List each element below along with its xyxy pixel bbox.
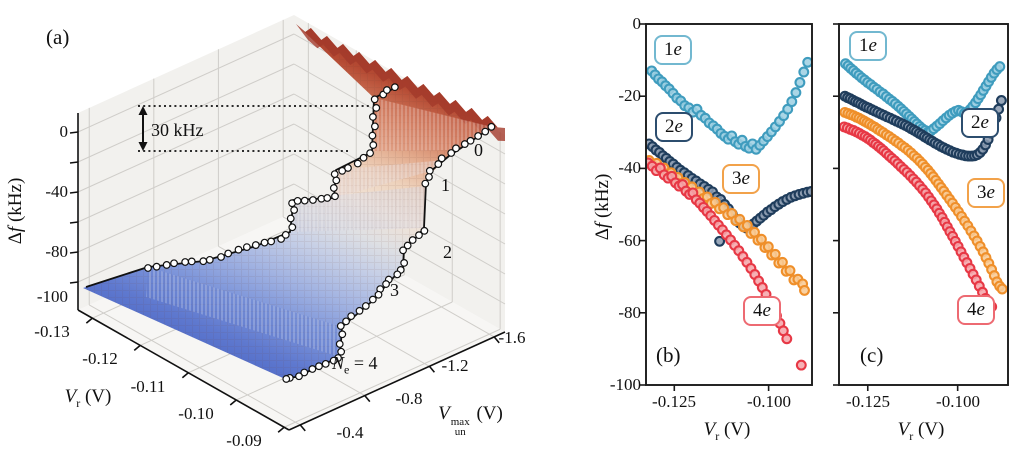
series-label-4e-panel-c: 4e <box>957 295 995 325</box>
series-3e <box>839 106 1008 295</box>
tick-label: -0.125 <box>652 392 696 411</box>
panel-a-3d-plot <box>69 15 506 433</box>
panel-c-x-axis-label: Vr (V) <box>897 419 945 443</box>
series-4e <box>839 121 998 313</box>
tick-label: -0.10 <box>178 404 214 423</box>
tick-label: -40 <box>45 182 68 201</box>
series-label-2e-panel-b: 2e <box>655 112 693 142</box>
panel-b-x-axis-label: Vr (V) <box>703 419 751 443</box>
tick-label: -100 <box>609 375 641 394</box>
tick-label: -0.8 <box>395 389 423 408</box>
step-height-annotation: 30 kHz <box>151 120 204 140</box>
electron-number-label: 2 <box>443 242 452 262</box>
panel-a-x-axis-label: Vr (V) <box>64 386 112 410</box>
tick-label: -80 <box>618 303 641 322</box>
panel-a-z-axis-label: Δf (kHz) <box>5 177 26 245</box>
tick-label: -0.100 <box>747 392 791 411</box>
tick-label: -1.6 <box>498 328 526 347</box>
series-label-1e-panel-b: 1e <box>654 35 692 65</box>
tick-label: -0.4 <box>336 423 364 442</box>
tick-label: -40 <box>618 158 641 177</box>
tick-label: -100 <box>36 287 68 306</box>
series-label-1e-panel-c: 1e <box>849 31 887 61</box>
series-label-4e-panel-b: 4e <box>743 296 781 326</box>
tick-label: 0 <box>59 122 69 141</box>
tick-label: -1.2 <box>441 356 469 375</box>
series-label-3e-panel-c: 3e <box>967 178 1005 208</box>
tick-label: -0.125 <box>846 392 890 411</box>
panel-b-letter: (b) <box>656 343 681 367</box>
tick-label: -20 <box>618 86 641 105</box>
tick-label: -0.12 <box>82 349 118 368</box>
step-annotation-graphics <box>138 105 372 152</box>
panel-a-letter: (a) <box>46 25 70 49</box>
tick-label: -0.11 <box>130 377 166 396</box>
electron-number-label: 0 <box>474 140 483 160</box>
electron-number-label: 3 <box>390 280 399 300</box>
series-1e <box>646 56 812 155</box>
tick-label: -0.09 <box>226 431 262 450</box>
panel-b-y-axis-label: Δf (kHz) <box>592 173 613 241</box>
series-label-2e-panel-c: 2e <box>961 108 999 138</box>
panel-c-letter: (c) <box>860 343 884 367</box>
series-label-3e-panel-b: 3e <box>722 164 760 194</box>
tick-label: 0 <box>632 14 642 33</box>
tick-label: -60 <box>618 231 641 250</box>
panel-b-plot <box>640 23 813 391</box>
tick-label: -0.100 <box>936 392 980 411</box>
staircase-trace <box>85 83 496 383</box>
tick-label: -80 <box>45 242 68 261</box>
tick-label: -0.13 <box>34 322 70 341</box>
electron-number-label: 1 <box>441 175 450 195</box>
ne-label: Ne = 4 <box>332 353 378 377</box>
